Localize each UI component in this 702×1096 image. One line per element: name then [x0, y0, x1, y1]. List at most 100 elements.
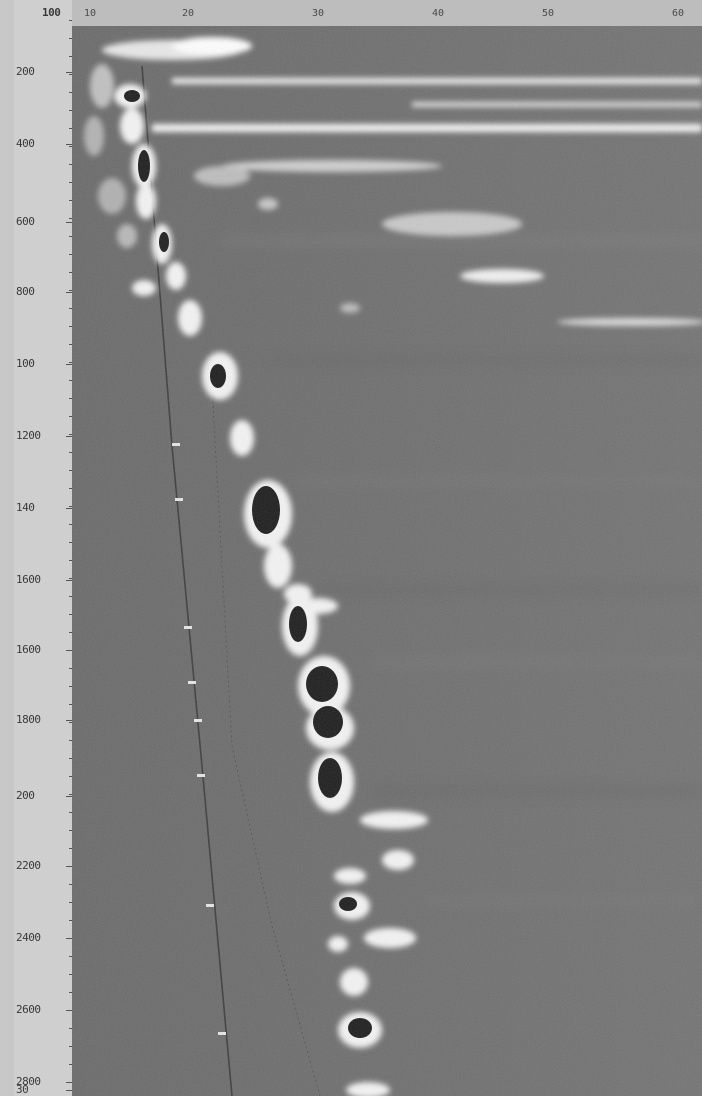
minor-tick — [69, 722, 72, 723]
depth-axis-panel: 100 200 400 600 800 100 1200 140 1600 1600 1800 20… — [14, 0, 74, 1096]
depth-axis-label: 1800 — [16, 713, 41, 726]
depth-axis-tick — [66, 72, 72, 73]
minor-tick — [69, 452, 72, 453]
minor-tick — [69, 470, 72, 471]
minor-tick — [69, 956, 72, 957]
depth-axis-label: 200 — [16, 789, 35, 802]
minor-tick — [69, 200, 72, 201]
minor-tick — [69, 560, 72, 561]
minor-tick — [69, 1064, 72, 1065]
minor-tick — [69, 362, 72, 363]
minor-tick — [69, 272, 72, 273]
depth-axis-label: 1600 — [16, 573, 41, 586]
depth-axis-label: 100 — [16, 357, 35, 370]
minor-tick — [69, 848, 72, 849]
depth-axis-label: 2600 — [16, 1003, 41, 1016]
minor-tick — [69, 290, 72, 291]
depth-axis-label: 30 — [16, 1083, 29, 1096]
minor-tick — [69, 1082, 72, 1083]
minor-tick — [69, 254, 72, 255]
depth-axis-tick — [66, 144, 72, 145]
depth-axis-label: 400 — [16, 137, 35, 150]
minor-tick — [69, 524, 72, 525]
minor-tick — [69, 434, 72, 435]
minor-tick — [69, 308, 72, 309]
minor-tick — [69, 380, 72, 381]
minor-tick — [69, 92, 72, 93]
minor-tick — [69, 56, 72, 57]
minor-tick — [69, 1028, 72, 1029]
depth-axis-tick — [66, 720, 72, 721]
minor-tick — [69, 164, 72, 165]
minor-tick — [69, 902, 72, 903]
minor-tick — [69, 614, 72, 615]
minor-tick — [69, 794, 72, 795]
minor-tick — [69, 884, 72, 885]
minor-tick — [69, 704, 72, 705]
ruler-label: 60 — [672, 8, 685, 19]
minor-tick — [69, 992, 72, 993]
ruler-label: 20 — [182, 8, 195, 19]
minor-tick — [69, 1010, 72, 1011]
depth-axis-label: 600 — [16, 215, 35, 228]
minor-tick — [69, 596, 72, 597]
image-grain — [72, 26, 702, 1096]
depth-axis-tick — [66, 796, 72, 797]
minor-tick — [69, 506, 72, 507]
depth-axis-label: 1200 — [16, 429, 41, 442]
minor-tick — [69, 344, 72, 345]
axis-top-label: 100 — [42, 6, 61, 19]
depth-axis-tick — [66, 1090, 72, 1091]
depth-axis-tick — [66, 222, 72, 223]
minor-tick — [69, 182, 72, 183]
depth-axis-label: 140 — [16, 501, 35, 514]
top-ruler: 10 20 30 40 50 60 — [72, 0, 702, 28]
minor-tick — [69, 1046, 72, 1047]
minor-tick — [69, 650, 72, 651]
minor-tick — [69, 812, 72, 813]
minor-tick — [69, 146, 72, 147]
minor-tick — [69, 938, 72, 939]
depth-axis-tick — [66, 292, 72, 293]
minor-tick — [69, 218, 72, 219]
depth-axis-label: 1600 — [16, 643, 41, 656]
ruler-label: 50 — [542, 8, 555, 19]
minor-tick — [69, 668, 72, 669]
minor-tick — [69, 830, 72, 831]
minor-tick — [69, 236, 72, 237]
minor-tick — [69, 488, 72, 489]
depth-axis-label: 800 — [16, 285, 35, 298]
depth-axis-tick — [66, 580, 72, 581]
minor-tick — [69, 686, 72, 687]
depth-axis-label: 200 — [16, 65, 35, 78]
minor-tick — [69, 758, 72, 759]
minor-tick — [69, 128, 72, 129]
minor-tick — [69, 74, 72, 75]
depth-axis-label: 2800 — [16, 1075, 41, 1088]
minor-tick — [69, 974, 72, 975]
depth-axis-label: 2200 — [16, 859, 41, 872]
minor-tick — [69, 416, 72, 417]
minor-tick — [69, 398, 72, 399]
left-edge-strip — [0, 0, 15, 1096]
depth-axis-label: 2400 — [16, 931, 41, 944]
minor-tick — [69, 866, 72, 867]
depth-axis-tick — [66, 436, 72, 437]
ruler-label: 10 — [84, 8, 97, 19]
minor-tick — [69, 920, 72, 921]
minor-tick — [69, 542, 72, 543]
minor-tick — [69, 110, 72, 111]
minor-tick — [69, 578, 72, 579]
ruler-label: 40 — [432, 8, 445, 19]
minor-tick — [69, 20, 72, 21]
minor-tick — [69, 632, 72, 633]
minor-tick — [69, 326, 72, 327]
depth-axis-tick — [66, 508, 72, 509]
minor-tick — [69, 38, 72, 39]
echogram-plot — [72, 26, 702, 1096]
ruler-label: 30 — [312, 8, 325, 19]
minor-tick — [69, 776, 72, 777]
minor-tick — [69, 740, 72, 741]
depth-axis-tick — [66, 364, 72, 365]
